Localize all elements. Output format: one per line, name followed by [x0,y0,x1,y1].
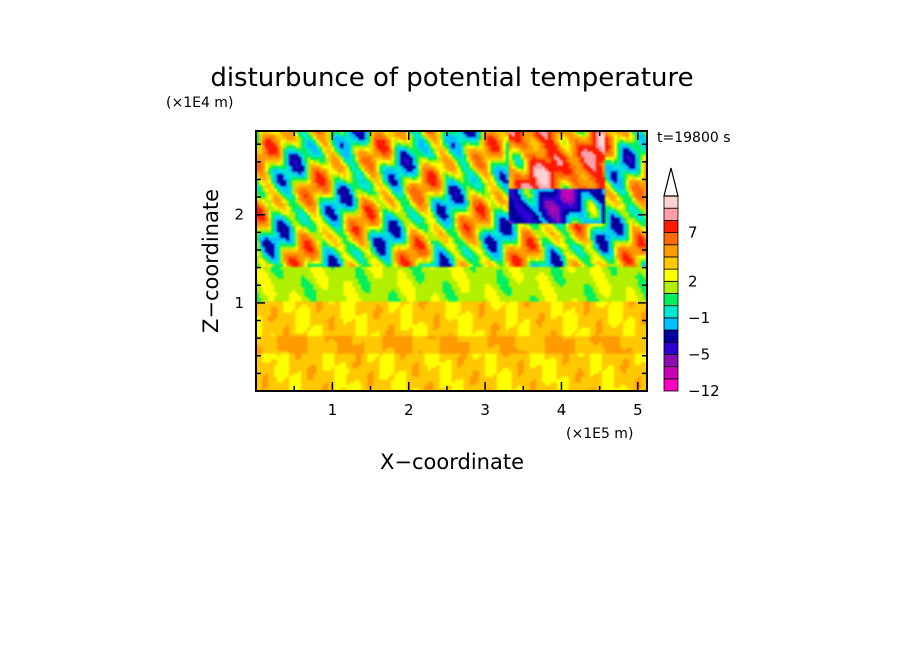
colorbar-swatch [663,280,679,294]
x-tick-label: 2 [404,401,414,419]
colorbar-label: 2 [688,272,698,290]
colorbar-extend-arrow [663,167,679,197]
plot-frame [255,130,648,392]
colorbar-swatch [663,244,679,258]
colorbar-label: −12 [688,382,720,400]
colorbar-swatch [663,317,679,331]
y-axis-label: Z−coordinate [199,189,223,333]
field-raster [256,131,647,391]
colorbar-swatch [663,341,679,355]
colorbar-swatch [663,256,679,270]
chart-title: disturbunce of potential temperature [210,63,693,93]
x-scale-label: (×1E5 m) [566,426,633,442]
colorbar-swatch [663,232,679,246]
colorbar-swatch [663,329,679,343]
colorbar-swatch [663,366,679,380]
colorbar-swatch [663,305,679,319]
x-tick-label: 3 [480,401,490,419]
x-tick-label: 4 [557,401,567,419]
colorbar-swatch [663,378,679,392]
colorbar-label: −1 [688,309,710,327]
x-axis: 1 2 3 4 5 [293,131,643,419]
colorbar-swatch [663,293,679,307]
colorbar-swatch [663,268,679,282]
colorbar-swatch [663,195,679,209]
colorbar-swatch [663,207,679,221]
colorbar-label: −5 [688,345,710,363]
colorbar-swatch [663,354,679,368]
x-axis-label: X−coordinate [380,450,524,474]
time-label: t=19800 s [657,130,731,146]
colorbar: −12−5−127 [663,167,720,400]
y-tick-label: 1 [234,294,244,312]
x-tick-label: 1 [328,401,338,419]
colorbar-label: 7 [688,224,698,242]
y-tick-label: 2 [234,206,244,224]
y-scale-label: (×1E4 m) [166,95,233,111]
colorbar-swatch [663,219,679,233]
field-image [256,131,647,391]
x-tick-label: 5 [633,401,643,419]
y-axis: 12 [234,143,647,375]
